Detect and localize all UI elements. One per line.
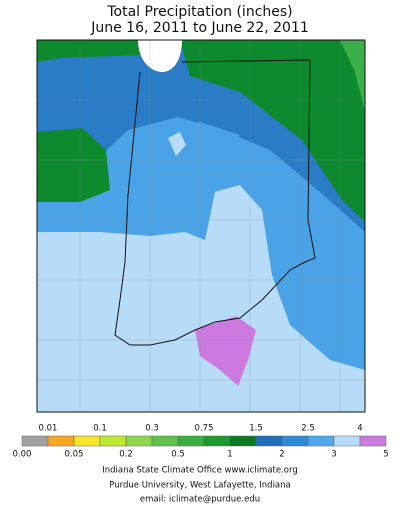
- legend-label: 0.1: [93, 424, 107, 434]
- legend-label: 0.5: [171, 450, 185, 460]
- footer-line: Indiana State Climate Office www.iclimat…: [102, 466, 298, 476]
- legend-label: 2.5: [301, 424, 315, 434]
- legend-label: 0.3: [145, 424, 159, 434]
- state-border: [114, 59, 316, 346]
- legend: 0.00 0.01 0.05 0.1 0.2 0.3 0.5 0.75 1 1.5 2 2.5 3 4 5: [13, 424, 389, 460]
- region: [195, 316, 256, 386]
- legend-label: 4: [357, 424, 362, 434]
- legend-swatch: [99, 435, 127, 447]
- legend-swatch: [359, 435, 387, 447]
- legend-label: 0.75: [195, 424, 214, 434]
- legend-label: 5: [383, 450, 388, 460]
- legend-label: 0.00: [13, 450, 32, 460]
- legend-swatch: [229, 435, 257, 447]
- region: [37, 128, 110, 202]
- legend-swatch: [333, 435, 361, 447]
- footer-line: email: iclimate@purdue.edu: [140, 495, 260, 505]
- region: [180, 40, 365, 222]
- map: [36, 39, 366, 413]
- legend-swatch: [21, 435, 49, 447]
- lake: [138, 40, 182, 72]
- region: [340, 40, 365, 112]
- legend-swatch: [125, 435, 153, 447]
- map-frame: [36, 39, 366, 413]
- legend-swatch: [177, 435, 205, 447]
- legend-swatch: [151, 435, 179, 447]
- legend-label: 0.01: [39, 424, 58, 434]
- region: [37, 40, 142, 62]
- legend-swatch: [281, 435, 309, 447]
- county-lines: [37, 40, 365, 412]
- legend-label: 2: [279, 450, 284, 460]
- legend-label: 3: [331, 450, 336, 460]
- legend-label: 1: [227, 450, 232, 460]
- legend-swatch: [73, 435, 101, 447]
- region: [210, 185, 262, 268]
- legend-swatch: [203, 435, 231, 447]
- legend-label: 1.5: [249, 424, 263, 434]
- legend-swatch: [307, 435, 335, 447]
- legend-swatch: [255, 435, 283, 447]
- footer-line: Purdue University, West Lafayette, India…: [109, 481, 290, 491]
- map-title: Total Precipitation (inches): [106, 4, 292, 20]
- legend-swatch: [47, 435, 75, 447]
- legend-label: 0.05: [65, 450, 84, 460]
- region: [168, 132, 186, 156]
- legend-label: 0.2: [119, 450, 133, 460]
- map-subtitle: June 16, 2011 to June 22, 2011: [90, 20, 309, 36]
